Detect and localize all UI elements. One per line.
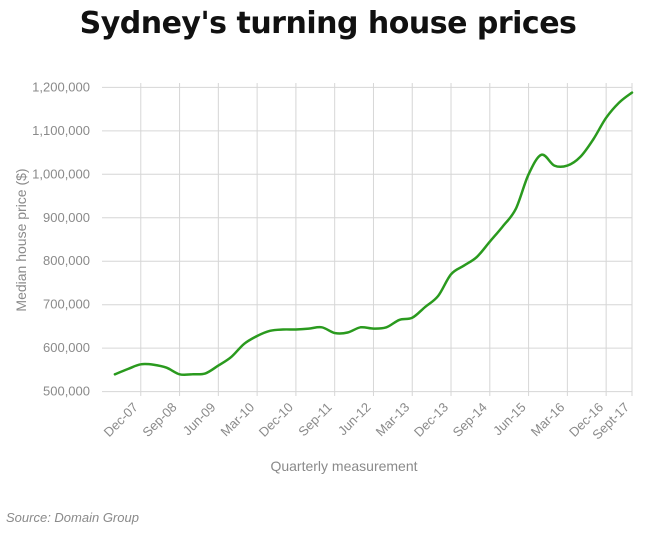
x-tick-label: Mar-16 bbox=[528, 400, 568, 440]
x-tick-label: Jun-15 bbox=[490, 400, 529, 439]
x-tick-label: Dec-10 bbox=[256, 400, 296, 440]
x-tick-label: Jun-09 bbox=[180, 400, 219, 439]
gridlines bbox=[102, 83, 633, 396]
x-tick-label: Sep-14 bbox=[450, 400, 490, 440]
data-series bbox=[113, 91, 634, 377]
y-axis-label: Median house price ($) bbox=[13, 168, 29, 311]
chart-title: Sydney's turning house prices bbox=[79, 6, 577, 41]
x-tick-label: Mar-13 bbox=[373, 400, 413, 440]
y-tick-label: 900,000 bbox=[43, 210, 90, 225]
y-tick-label: 1,200,000 bbox=[32, 79, 90, 94]
y-tick-label: 1,000,000 bbox=[32, 166, 90, 181]
x-tick-label: Sep-11 bbox=[295, 400, 335, 440]
x-tick-label: Sep-08 bbox=[139, 400, 179, 440]
x-tick-label: Dec-13 bbox=[411, 400, 451, 440]
y-tick-label: 500,000 bbox=[43, 384, 90, 399]
source-note: Source: Domain Group bbox=[6, 510, 139, 525]
x-tick-label: Dec-07 bbox=[101, 400, 141, 440]
y-tick-label: 1,100,000 bbox=[32, 123, 90, 138]
y-tick-label: 700,000 bbox=[43, 297, 90, 312]
x-axis-label: Quarterly measurement bbox=[270, 458, 417, 474]
y-axis-ticks: 500,000 600,000 700,000 800,000 900,000 1,000… bbox=[32, 79, 90, 398]
series-line bbox=[113, 91, 634, 377]
x-tick-label: Jun-12 bbox=[335, 400, 374, 439]
y-tick-label: 600,000 bbox=[43, 340, 90, 355]
y-tick-label: 800,000 bbox=[43, 253, 90, 268]
x-tick-label: Mar-10 bbox=[218, 400, 258, 440]
